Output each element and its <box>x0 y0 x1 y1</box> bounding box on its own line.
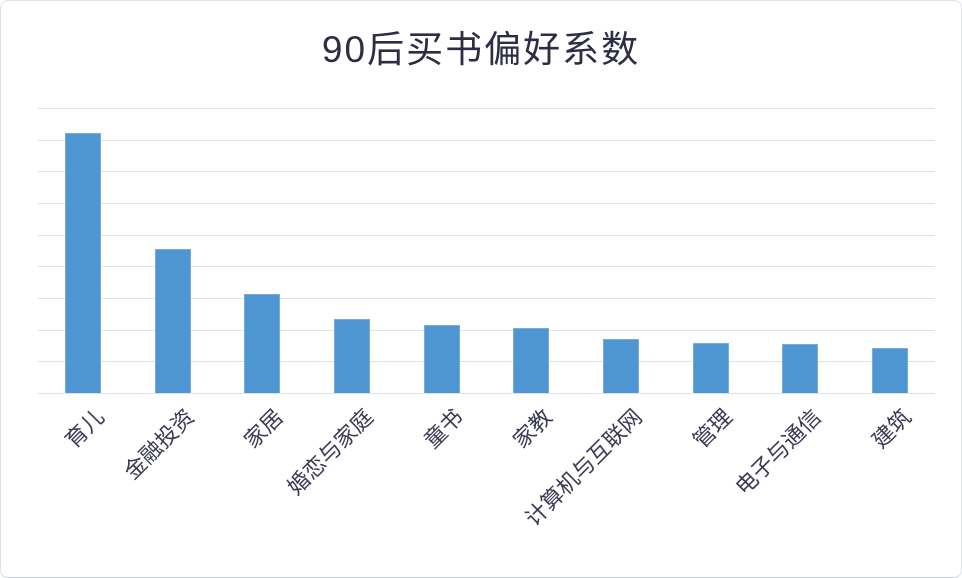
x-axis-label-text: 金融投资 <box>118 404 199 485</box>
bar <box>513 327 550 393</box>
bar <box>782 343 819 393</box>
gridline <box>38 171 935 173</box>
bar <box>603 339 640 393</box>
x-axis-label-text: 童书 <box>418 404 468 454</box>
gridline <box>38 266 935 268</box>
gridline <box>38 139 935 141</box>
bar <box>872 348 909 393</box>
x-axis-label-text: 家教 <box>508 404 558 454</box>
bar <box>423 325 460 393</box>
chart-title: 90后买书偏好系数 <box>321 29 641 70</box>
bar <box>244 294 281 393</box>
bar <box>692 342 729 393</box>
gridline <box>38 329 935 331</box>
bar <box>154 249 191 393</box>
gridline <box>38 361 935 363</box>
gridline <box>38 234 935 236</box>
gridline <box>38 393 935 394</box>
x-axis-label-text: 管理 <box>687 404 737 454</box>
gridline <box>38 298 935 299</box>
bar <box>333 318 370 393</box>
plot-area: 育儿 金融投资 家居 婚恋与家庭 童书 家教 计算机与互联网 管理 电子与通信 建筑 <box>38 108 935 531</box>
gridline <box>38 108 935 109</box>
x-axis-label-text: 育儿 <box>60 404 109 454</box>
bar <box>64 133 101 393</box>
x-axis-label-text: 建筑 <box>867 404 917 454</box>
x-axis-label-text: 婚恋与家庭 <box>282 404 378 500</box>
gridline <box>38 203 935 204</box>
x-axis-label-text: 电子与通信 <box>730 404 827 500</box>
x-axis-label-text: 家居 <box>239 404 289 454</box>
